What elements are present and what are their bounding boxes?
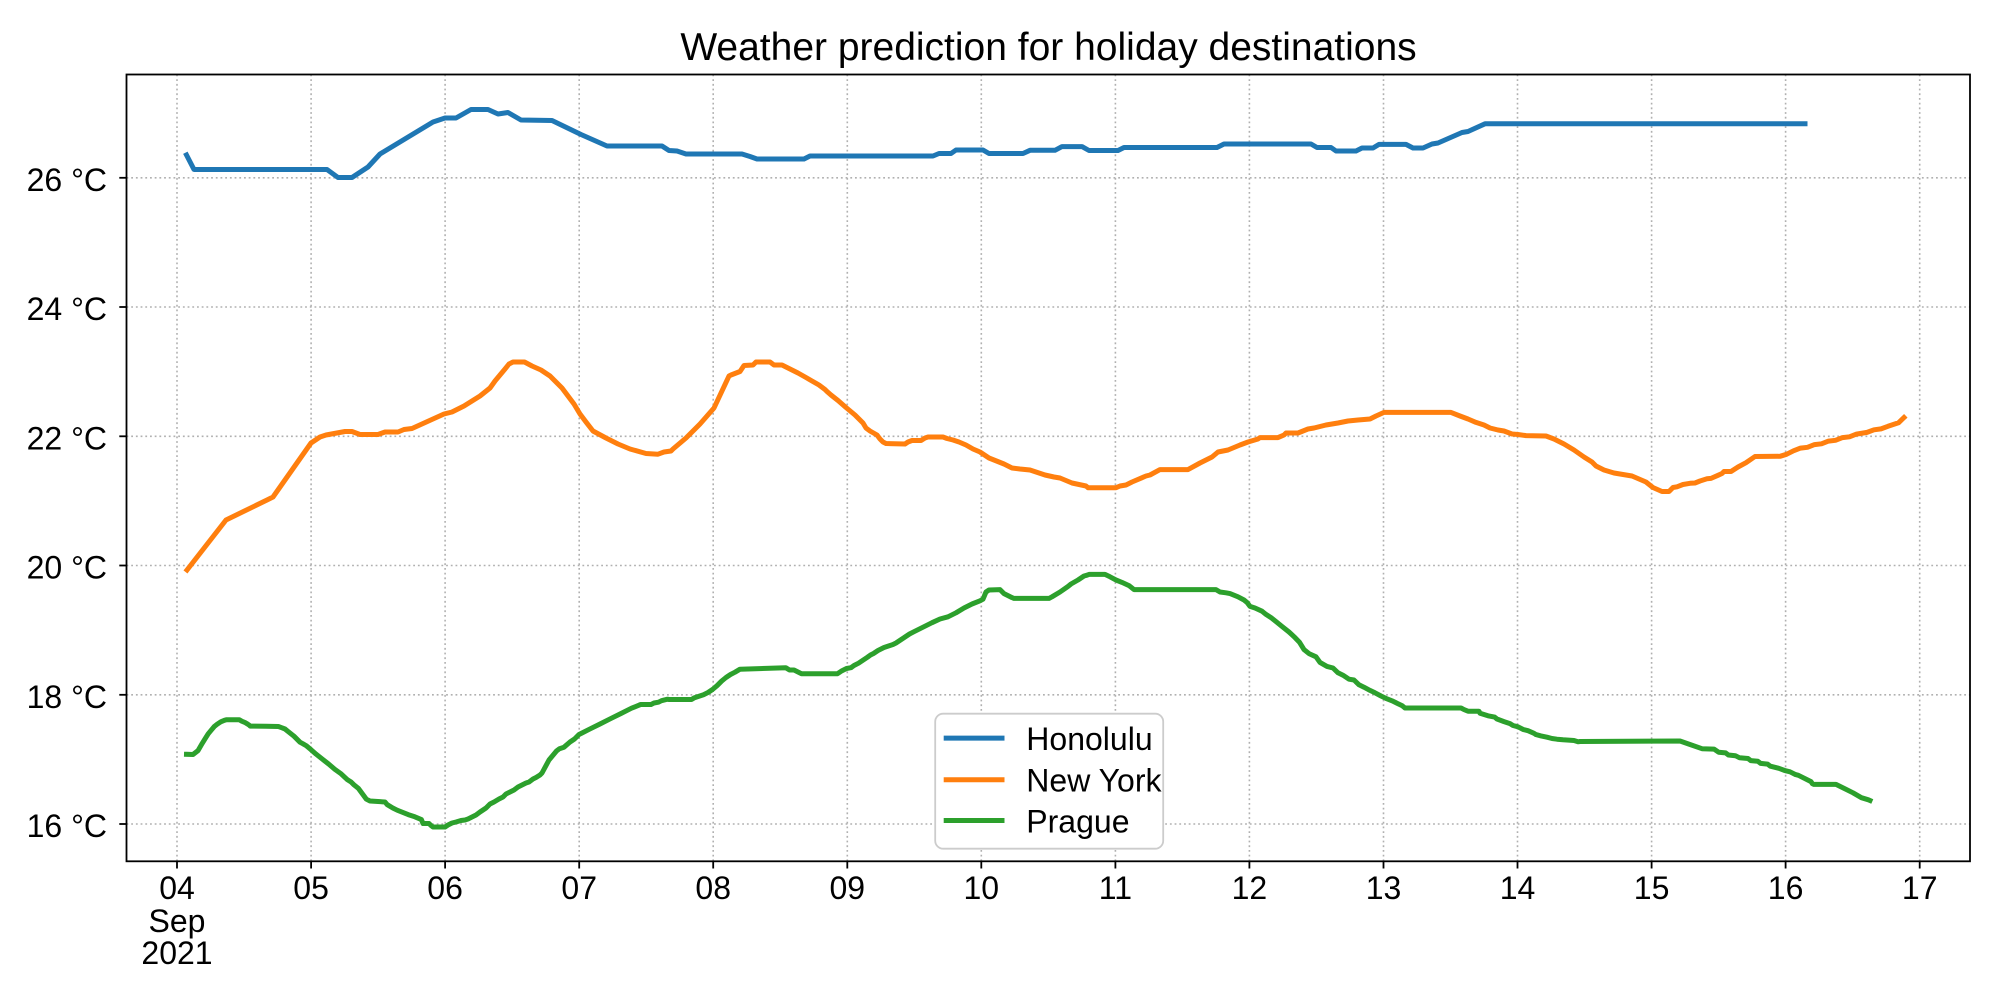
svg-text:18 °C: 18 °C: [27, 679, 107, 715]
svg-text:14: 14: [1500, 870, 1536, 906]
svg-text:Prague: Prague: [1026, 803, 1129, 839]
svg-text:05: 05: [293, 870, 329, 906]
svg-text:22 °C: 22 °C: [27, 420, 107, 456]
svg-text:24 °C: 24 °C: [27, 291, 107, 327]
svg-text:New York: New York: [1026, 763, 1162, 799]
svg-text:07: 07: [561, 870, 597, 906]
svg-text:11: 11: [1099, 870, 1132, 906]
svg-text:13: 13: [1366, 870, 1402, 906]
svg-text:06: 06: [427, 870, 463, 906]
svg-text:2021: 2021: [141, 935, 212, 971]
svg-text:16 °C: 16 °C: [27, 808, 107, 844]
svg-text:04: 04: [159, 870, 195, 906]
svg-text:Sep: Sep: [149, 903, 206, 939]
svg-text:20 °C: 20 °C: [27, 550, 107, 586]
svg-text:10: 10: [964, 870, 1000, 906]
svg-text:15: 15: [1634, 870, 1670, 906]
svg-text:09: 09: [830, 870, 866, 906]
svg-text:08: 08: [695, 870, 731, 906]
svg-text:17: 17: [1902, 870, 1938, 906]
svg-text:26 °C: 26 °C: [27, 162, 107, 198]
svg-text:16: 16: [1768, 870, 1804, 906]
svg-text:Weather prediction for holiday: Weather prediction for holiday destinati…: [680, 26, 1416, 69]
svg-text:Honolulu: Honolulu: [1026, 721, 1152, 757]
svg-text:12: 12: [1232, 870, 1268, 906]
